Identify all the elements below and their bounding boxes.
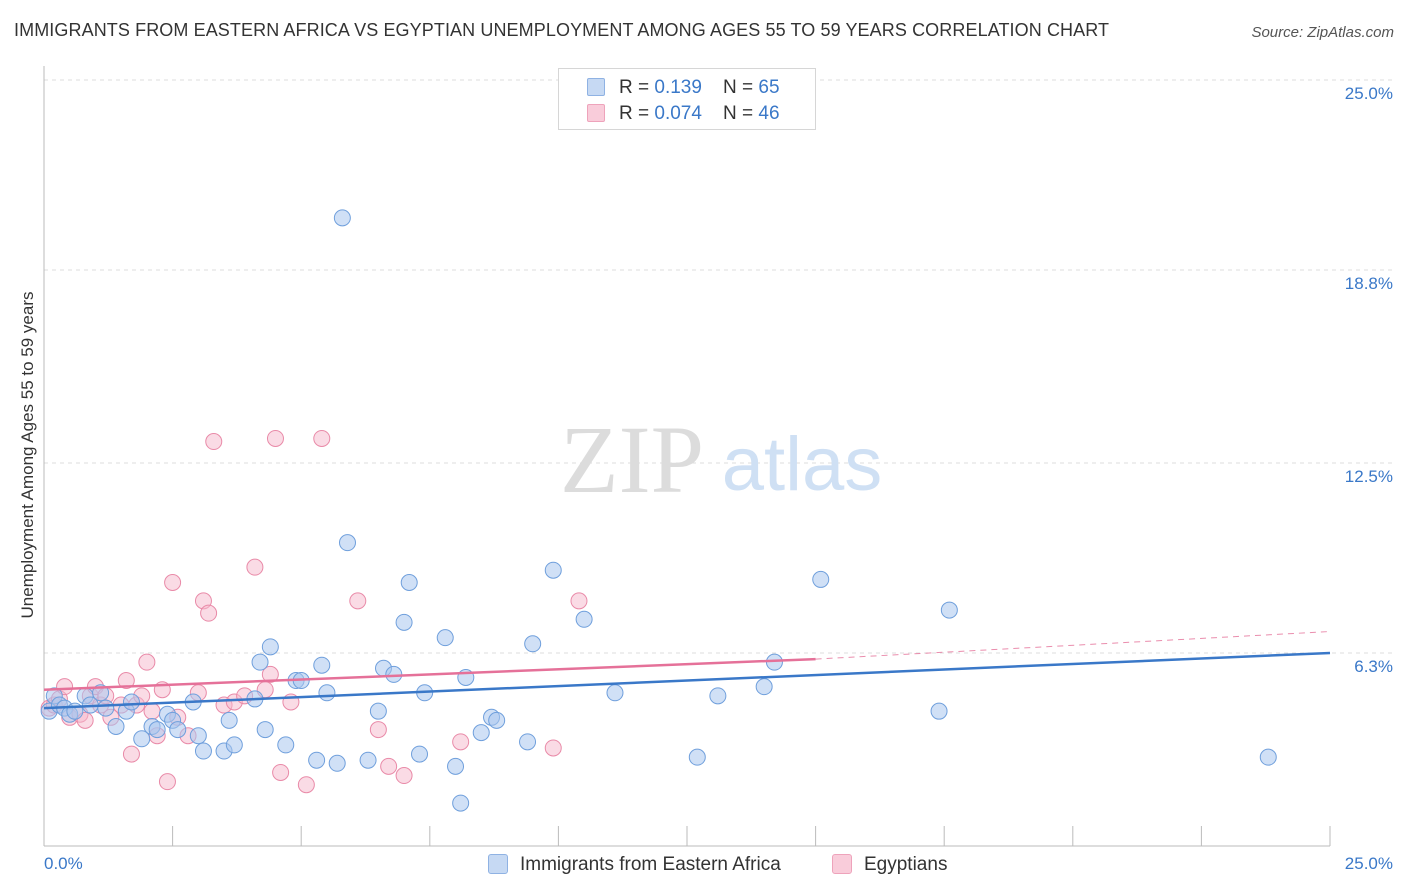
eastern-africa-point	[544, 561, 562, 579]
egyptians-point	[261, 665, 279, 683]
eastern-africa-point	[575, 610, 593, 628]
eastern-africa-point	[328, 754, 346, 772]
eastern-africa-point	[148, 721, 166, 739]
legend-r-label: R =	[619, 103, 655, 124]
eastern-africa-points	[40, 209, 1277, 812]
eastern-africa-point	[400, 573, 418, 591]
egyptians-points	[40, 429, 588, 794]
legend-n-value: 46	[758, 103, 780, 124]
eastern-africa-trend-line	[43, 651, 1331, 710]
eastern-africa-point	[940, 601, 958, 619]
eastern-africa-point	[524, 635, 542, 653]
legend-swatch-blue	[587, 78, 605, 96]
eastern-africa-point	[472, 724, 490, 742]
trend-lines	[43, 631, 1331, 710]
eastern-africa-point	[333, 209, 351, 227]
egyptians-point	[349, 592, 367, 610]
egyptians-point	[200, 604, 218, 622]
x-tick-label-min: 0.0%	[44, 854, 83, 873]
eastern-africa-point	[930, 702, 948, 720]
eastern-africa-point	[452, 794, 470, 812]
eastern-africa-point	[122, 693, 140, 711]
y-tick-label: 12.5%	[1345, 467, 1393, 486]
egyptians-point	[313, 429, 331, 447]
legend-n-label: N =	[723, 77, 759, 98]
series-legend: Immigrants from Eastern Africa Egyptians	[0, 851, 1406, 879]
eastern-africa-point	[313, 656, 331, 674]
eastern-africa-point	[395, 613, 413, 631]
egyptians-point	[246, 558, 264, 576]
egyptians-point	[544, 739, 562, 757]
eastern-africa-point	[189, 727, 207, 745]
eastern-africa-point	[133, 730, 151, 748]
eastern-africa-point	[519, 733, 537, 751]
eastern-africa-point	[359, 751, 377, 769]
eastern-africa-point	[318, 684, 336, 702]
watermark: ZIP atlas	[560, 406, 882, 513]
egyptians-point	[117, 672, 135, 690]
legend-swatch-pink	[832, 854, 852, 874]
egyptians-point	[266, 429, 284, 447]
legend-swatch-pink	[587, 104, 605, 122]
eastern-africa-point	[261, 638, 279, 656]
egyptians-point	[138, 653, 156, 671]
legend-swatch-blue	[488, 854, 508, 874]
egyptians-point	[452, 733, 470, 751]
eastern-africa-point	[225, 736, 243, 754]
eastern-africa-point	[169, 721, 187, 739]
eastern-africa-point	[812, 570, 830, 588]
legend-n-label: N =	[723, 103, 759, 124]
egyptians-point	[164, 573, 182, 591]
legend-label-egyptians: Egyptians	[864, 854, 948, 875]
egyptians-point	[122, 745, 140, 763]
eastern-africa-point	[251, 653, 269, 671]
correlation-legend: R = 0.139 N = 65 R = 0.074 N = 46	[558, 68, 816, 130]
eastern-africa-point	[488, 711, 506, 729]
eastern-africa-point	[709, 687, 727, 705]
eastern-africa-point	[436, 629, 454, 647]
eastern-africa-point	[194, 742, 212, 760]
legend-n-value: 65	[758, 77, 780, 98]
y-tick-label: 25.0%	[1345, 84, 1393, 103]
eastern-africa-point	[411, 745, 429, 763]
legend-r-value: 0.139	[654, 77, 702, 98]
egyptians-point	[380, 757, 398, 775]
egyptians-point	[369, 721, 387, 739]
egyptians-point	[570, 592, 588, 610]
chart-source: Source: ZipAtlas.com	[1251, 24, 1394, 41]
tick-labels: 6.3% 12.5% 18.8% 25.0% 0.0% 25.0%	[44, 84, 1393, 873]
egyptians-point	[205, 433, 223, 451]
watermark-atlas: atlas	[722, 422, 883, 507]
eastern-africa-point	[755, 678, 773, 696]
legend-r-value: 0.074	[654, 103, 702, 124]
legend-label-eastern-africa: Immigrants from Eastern Africa	[520, 854, 781, 875]
egyptians-point	[297, 776, 315, 794]
eastern-africa-point	[1259, 748, 1277, 766]
eastern-africa-point	[220, 711, 238, 729]
eastern-africa-point	[97, 699, 115, 717]
chart-title: IMMIGRANTS FROM EASTERN AFRICA VS EGYPTI…	[14, 20, 1110, 40]
watermark-zip: ZIP	[560, 406, 704, 513]
legend-r-label: R =	[619, 77, 655, 98]
y-tick-label: 6.3%	[1354, 657, 1393, 676]
eastern-africa-point	[447, 757, 465, 775]
egyptians-point	[395, 767, 413, 785]
eastern-africa-point	[338, 534, 356, 552]
eastern-africa-point	[606, 684, 624, 702]
y-tick-label: 18.8%	[1345, 274, 1393, 293]
eastern-africa-point	[369, 702, 387, 720]
eastern-africa-point	[256, 721, 274, 739]
egyptians-point	[158, 773, 176, 791]
egyptians-trend-extension	[815, 631, 1331, 660]
egyptians-point	[143, 702, 161, 720]
eastern-africa-point	[688, 748, 706, 766]
x-tick-label-max: 25.0%	[1345, 854, 1393, 873]
eastern-africa-point	[277, 736, 295, 754]
eastern-africa-point	[107, 718, 125, 736]
egyptians-trend-line	[43, 657, 816, 691]
eastern-africa-point	[308, 751, 326, 769]
egyptians-point	[272, 763, 290, 781]
